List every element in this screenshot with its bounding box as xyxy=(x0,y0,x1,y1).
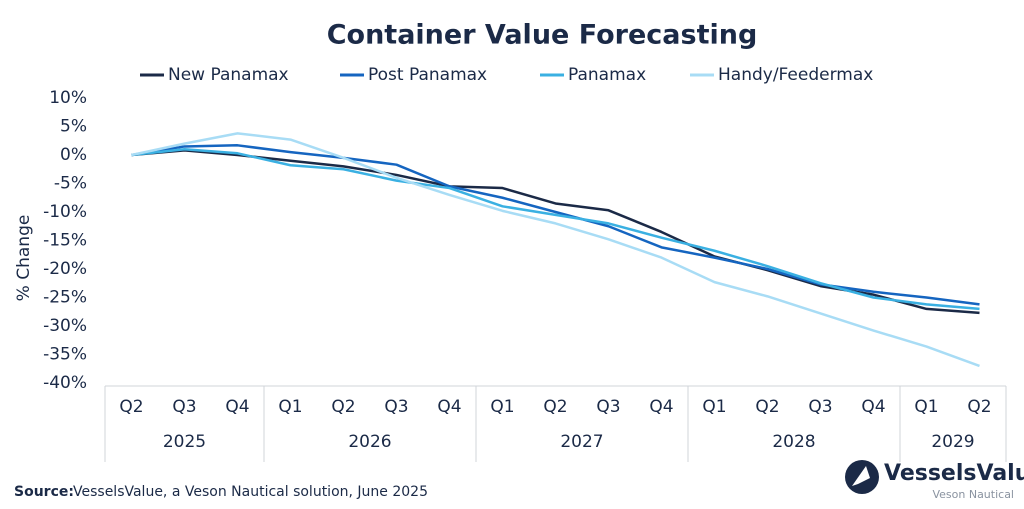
x-tick-label: Q2 xyxy=(543,397,567,417)
x-tick-label: Q3 xyxy=(384,397,408,417)
y-tick-label: -15% xyxy=(43,231,87,251)
y-tick-label: 0% xyxy=(60,145,87,165)
legend-label: Panamax xyxy=(568,65,646,85)
series-line xyxy=(131,144,980,306)
legend-label: Post Panamax xyxy=(368,65,487,85)
y-tick-label: 10% xyxy=(49,88,87,108)
x-group-label: 2029 xyxy=(931,432,974,452)
logo-mark xyxy=(852,466,870,486)
x-group-label: 2026 xyxy=(348,432,391,452)
legend-label: New Panamax xyxy=(168,65,289,85)
y-tick-label: -5% xyxy=(54,174,87,194)
logo: VesselsValue Veson Nautical xyxy=(845,460,1024,501)
x-tick-label: Q4 xyxy=(437,397,461,417)
y-tick-label: -40% xyxy=(43,373,87,393)
logo-subtext: Veson Nautical xyxy=(932,488,1014,501)
x-tick-label: Q1 xyxy=(702,397,726,417)
x-tick-label: Q3 xyxy=(596,397,620,417)
x-tick-label: Q3 xyxy=(172,397,196,417)
x-group-label: 2025 xyxy=(163,432,206,452)
x-tick-label: Q2 xyxy=(331,397,355,417)
x-group-label: 2027 xyxy=(560,432,603,452)
logo-text: VesselsValue xyxy=(884,461,1024,486)
x-tick-label: Q2 xyxy=(967,397,991,417)
series-line xyxy=(131,132,980,368)
y-tick-label: -35% xyxy=(43,345,87,365)
source: VesselsValue, a Veson Nautical solution,… xyxy=(73,484,428,500)
x-tick-label: Q3 xyxy=(808,397,832,417)
chart-title: Container Value Forecasting xyxy=(327,20,758,51)
y-axis-label: % Change xyxy=(14,215,34,302)
series-line xyxy=(131,148,980,311)
y-tick-label: -25% xyxy=(43,288,87,308)
y-tick-label: -20% xyxy=(43,259,87,279)
x-tick-label: Q1 xyxy=(914,397,938,417)
x-tick-label: Q2 xyxy=(755,397,779,417)
x-tick-label: Q4 xyxy=(225,397,249,417)
x-tick-label: Q4 xyxy=(861,397,885,417)
x-tick-label: Q1 xyxy=(490,397,514,417)
source-label: Source: xyxy=(14,484,74,500)
x-tick-label: Q4 xyxy=(649,397,673,417)
y-tick-label: 5% xyxy=(60,117,87,137)
x-tick-label: Q1 xyxy=(278,397,302,417)
x-group-label: 2028 xyxy=(772,432,815,452)
y-tick-label: -30% xyxy=(43,316,87,336)
legend-label: Handy/Feedermax xyxy=(718,65,873,85)
y-tick-label: -10% xyxy=(43,202,87,222)
x-tick-label: Q2 xyxy=(119,397,143,417)
